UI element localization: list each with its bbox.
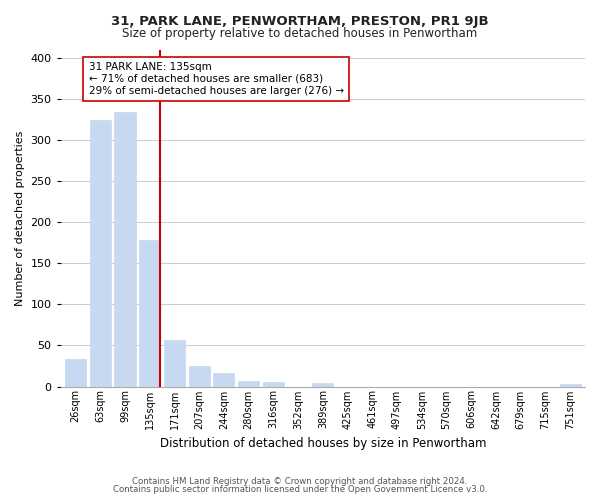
Bar — [164, 340, 185, 386]
Bar — [65, 360, 86, 386]
Bar — [115, 112, 136, 386]
Bar — [139, 240, 160, 386]
Bar — [313, 383, 334, 386]
Text: Size of property relative to detached houses in Penwortham: Size of property relative to detached ho… — [122, 28, 478, 40]
Bar — [560, 384, 581, 386]
Bar — [188, 366, 210, 386]
Bar — [214, 372, 235, 386]
Y-axis label: Number of detached properties: Number of detached properties — [15, 130, 25, 306]
X-axis label: Distribution of detached houses by size in Penwortham: Distribution of detached houses by size … — [160, 437, 486, 450]
Bar — [263, 382, 284, 386]
Text: Contains HM Land Registry data © Crown copyright and database right 2024.: Contains HM Land Registry data © Crown c… — [132, 477, 468, 486]
Bar — [90, 120, 111, 386]
Bar — [238, 381, 259, 386]
Text: Contains public sector information licensed under the Open Government Licence v3: Contains public sector information licen… — [113, 485, 487, 494]
Text: 31 PARK LANE: 135sqm
← 71% of detached houses are smaller (683)
29% of semi-deta: 31 PARK LANE: 135sqm ← 71% of detached h… — [89, 62, 344, 96]
Text: 31, PARK LANE, PENWORTHAM, PRESTON, PR1 9JB: 31, PARK LANE, PENWORTHAM, PRESTON, PR1 … — [111, 15, 489, 28]
